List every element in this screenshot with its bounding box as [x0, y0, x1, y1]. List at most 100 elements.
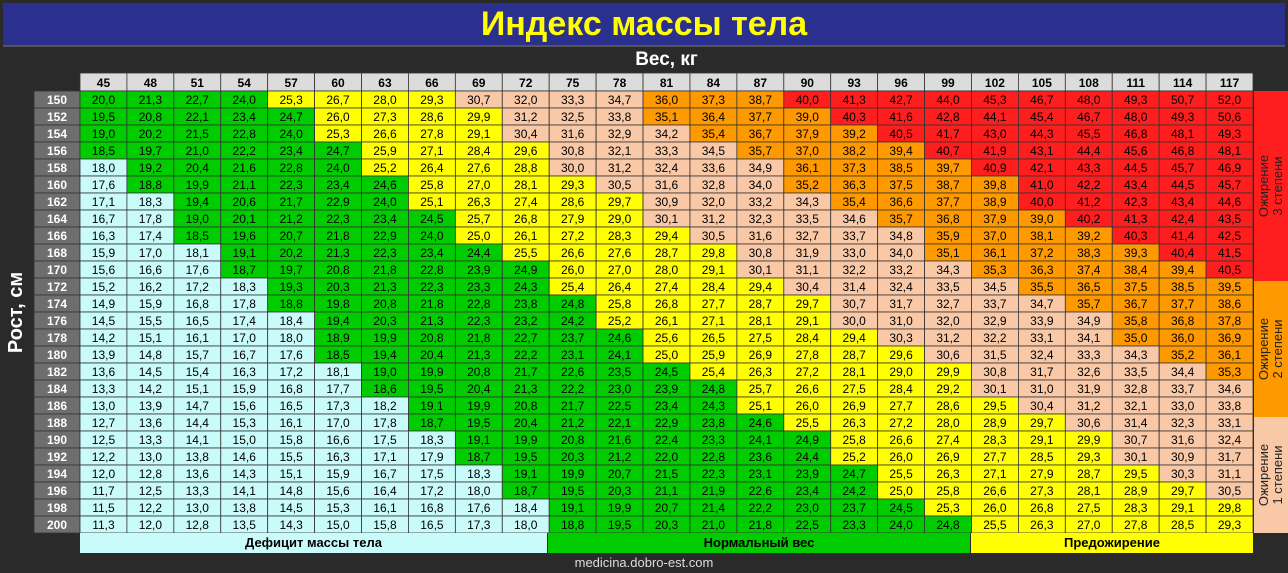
bmi-value-label: 19,1 [420, 399, 444, 413]
bmi-value-label: 11,7 [92, 484, 115, 498]
bmi-value-label: 16,2 [139, 280, 163, 294]
bmi-value-label: 13,0 [92, 399, 116, 413]
bmi-value-label: 16,6 [326, 433, 350, 447]
bmi-value-label: 14,4 [186, 416, 210, 430]
bmi-value-label: 36,1 [983, 246, 1007, 260]
bmi-value-label: 32,9 [983, 314, 1007, 328]
bmi-value-label: 20,3 [655, 518, 679, 532]
bmi-value-label: 32,6 [1077, 365, 1101, 379]
bmi-value-label: 32,2 [843, 263, 867, 277]
bmi-value-label: 15,8 [279, 433, 303, 447]
bmi-value-label: 40,5 [889, 127, 913, 141]
bmi-value-label: 29,4 [843, 331, 867, 345]
bmi-value-label: 36,0 [655, 93, 679, 107]
bmi-value-label: 38,6 [1218, 297, 1242, 311]
bmi-value-label: 16,8 [186, 297, 210, 311]
bmi-value-label: 29,1 [1171, 501, 1195, 515]
bmi-value-label: 42,8 [936, 110, 960, 124]
bmi-value-label: 32,7 [936, 297, 960, 311]
weight-tick-label: 105 [1032, 76, 1052, 90]
bmi-value-label: 41,7 [936, 127, 960, 141]
bmi-value-label: 36,5 [1077, 280, 1101, 294]
bmi-value-label: 25,4 [702, 365, 726, 379]
bmi-value-label: 30,1 [983, 382, 1007, 396]
bmi-value-label: 28,5 [1171, 518, 1195, 532]
bmi-value-label: 12,5 [139, 484, 163, 498]
bmi-value-label: 25,2 [373, 161, 397, 175]
bmi-value-label: 21,8 [326, 229, 350, 243]
bmi-value-label: 25,6 [655, 331, 679, 345]
bmi-value-label: 37,7 [1171, 297, 1195, 311]
bmi-value-label: 15,5 [139, 314, 163, 328]
bmi-value-label: 22,5 [608, 399, 632, 413]
bmi-value-label: 35,2 [796, 178, 820, 192]
bmi-value-label: 30,9 [1171, 450, 1195, 464]
bmi-value-label: 18,8 [561, 518, 585, 532]
bmi-value-label: 29,5 [983, 399, 1007, 413]
bmi-value-label: 34,8 [889, 229, 913, 243]
bmi-value-label: 25,0 [467, 229, 491, 243]
bmi-value-label: 40,3 [843, 110, 867, 124]
bmi-value-label: 29,8 [1218, 501, 1242, 515]
bmi-value-label: 46,8 [1171, 144, 1195, 158]
bmi-value-label: 37,0 [796, 144, 820, 158]
weight-tick-label: 117 [1220, 76, 1240, 90]
bmi-value-label: 20,8 [467, 365, 491, 379]
bmi-value-label: 33,0 [1171, 399, 1195, 413]
bmi-value-label: 32,8 [1124, 382, 1148, 396]
bmi-value-label: 30,4 [796, 280, 820, 294]
bmi-value-label: 27,4 [514, 195, 538, 209]
height-tick-label: 150 [47, 93, 67, 107]
bmi-value-label: 22,8 [233, 127, 257, 141]
height-tick-label: 198 [47, 501, 67, 515]
height-tick-label: 194 [47, 467, 67, 481]
bmi-value-label: 25,2 [608, 314, 632, 328]
bmi-value-label: 35,3 [1218, 365, 1242, 379]
bmi-value-label: 33,3 [561, 93, 585, 107]
bmi-value-label: 18,7 [233, 263, 257, 277]
bmi-value-label: 22,0 [655, 450, 679, 464]
bmi-value-label: 26,0 [326, 110, 350, 124]
bmi-value-label: 32,0 [702, 195, 726, 209]
bmi-value-label: 17,6 [186, 263, 210, 277]
bmi-value-label: 21,6 [608, 433, 632, 447]
bmi-value-label: 41,2 [1077, 195, 1101, 209]
bmi-value-label: 22,7 [186, 93, 210, 107]
bmi-value-label: 31,6 [655, 178, 679, 192]
bmi-value-label: 29,0 [608, 212, 632, 226]
bmi-value-label: 43,3 [1077, 161, 1101, 175]
weight-tick-label: 69 [472, 76, 486, 90]
bmi-value-label: 29,9 [467, 110, 491, 124]
bmi-value-label: 21,0 [186, 144, 210, 158]
bmi-value-label: 21,8 [373, 263, 397, 277]
bmi-value-label: 30,9 [655, 195, 679, 209]
bmi-value-label: 21,8 [420, 297, 444, 311]
bmi-value-label: 23,4 [655, 399, 679, 413]
bmi-value-label: 16,3 [326, 450, 350, 464]
bmi-value-label: 33,7 [983, 297, 1007, 311]
bmi-value-label: 15,6 [326, 484, 350, 498]
bmi-value-label: 18,3 [139, 195, 163, 209]
height-tick-label: 184 [47, 382, 67, 396]
bmi-value-label: 49,3 [1124, 93, 1148, 107]
bmi-value-label: 30,3 [889, 331, 913, 345]
bmi-value-label: 16,3 [233, 365, 257, 379]
bmi-value-label: 42,1 [1030, 161, 1054, 175]
bmi-value-label: 30,3 [1171, 467, 1195, 481]
bmi-value-label: 24,0 [326, 161, 350, 175]
bmi-value-label: 19,1 [561, 501, 585, 515]
bmi-value-label: 35,5 [1030, 280, 1054, 294]
bmi-value-label: 13,3 [92, 382, 116, 396]
weight-tick-label: 72 [519, 76, 533, 90]
bmi-value-label: 44,5 [1171, 178, 1195, 192]
bmi-value-label: 19,8 [326, 297, 350, 311]
bmi-value-label: 30,4 [1030, 399, 1054, 413]
height-tick-label: 192 [47, 450, 67, 464]
bmi-value-label: 48,0 [1124, 110, 1148, 124]
bmi-value-label: 19,4 [186, 195, 210, 209]
bmi-value-label: 33,2 [889, 263, 913, 277]
bmi-value-label: 32,4 [889, 280, 913, 294]
bmi-value-label: 14,6 [233, 450, 257, 464]
bmi-value-label: 18,6 [373, 382, 397, 396]
bmi-value-label: 28,6 [420, 110, 444, 124]
